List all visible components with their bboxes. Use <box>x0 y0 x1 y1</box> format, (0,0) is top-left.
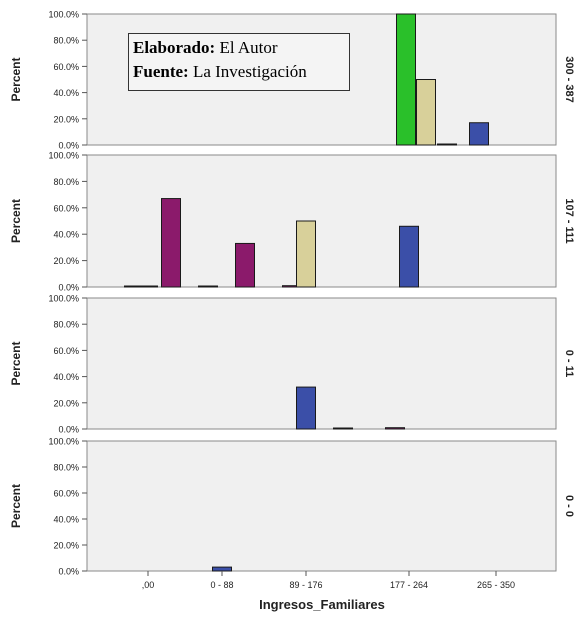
y-tick-label: 0.0% <box>58 283 79 293</box>
x-axis-label: Ingresos_Familiares <box>259 597 385 612</box>
y-tick-label: 40.0% <box>53 88 79 98</box>
bar-265350-s3 <box>469 122 489 146</box>
y-tick-label: 20.0% <box>53 114 79 124</box>
y-axis-label: Percent <box>9 484 23 528</box>
note-line-source: Fuente: La Investigación <box>133 60 345 84</box>
y-tick-label: 60.0% <box>53 62 79 72</box>
y-tick-label: 60.0% <box>53 346 79 356</box>
bar-088-s0 <box>235 242 255 288</box>
note-author-value: El Autor <box>219 38 278 57</box>
note-source-label: Fuente: <box>133 62 189 81</box>
y-tick-label: 60.0% <box>53 203 79 213</box>
bar-177264-s2 <box>416 79 436 146</box>
bar-177264-s3 <box>437 143 457 146</box>
panel-strip-label: 107 - 111 <box>563 198 574 243</box>
y-tick-label: 0.0% <box>58 567 79 577</box>
y-tick-label: 100.0% <box>48 294 79 304</box>
note-author-label: Elaborado: <box>133 38 216 57</box>
y-axis-label: Percent <box>9 57 23 101</box>
y-tick-label: 20.0% <box>53 256 79 266</box>
bar-088-s0 <box>198 285 218 288</box>
y-tick-label: 20.0% <box>53 541 79 551</box>
source-note: Elaborado: El Autor Fuente: La Investiga… <box>128 33 350 91</box>
bar-89176-s3 <box>296 386 316 430</box>
bar-00-s3 <box>138 285 158 288</box>
panel-background <box>86 297 557 430</box>
y-tick-label: 100.0% <box>48 437 79 447</box>
panel-strip-label: 300 - 387 <box>563 56 574 102</box>
panel-strip-label: 0 - 11 <box>563 350 574 378</box>
y-tick-label: 80.0% <box>53 36 79 46</box>
y-tick-label: 80.0% <box>53 320 79 330</box>
y-tick-label: 40.0% <box>53 515 79 525</box>
bar-177264-s1 <box>396 13 416 146</box>
x-tick-label: 265 - 350 <box>477 580 515 590</box>
bar-89176-s3 <box>333 427 353 430</box>
x-tick-label: ,00 <box>142 580 155 590</box>
y-axis-label: Percent <box>9 341 23 385</box>
bar-89176-s2 <box>296 220 316 288</box>
y-axis-label: Percent <box>9 199 23 243</box>
y-tick-label: 0.0% <box>58 425 79 435</box>
x-tick-label: 0 - 88 <box>210 580 233 590</box>
bar-00-s0 <box>161 198 181 288</box>
bar-088-s3 <box>212 566 232 572</box>
x-tick-label: 177 - 264 <box>390 580 428 590</box>
panel-background <box>86 154 557 288</box>
y-tick-label: 40.0% <box>53 372 79 382</box>
y-tick-label: 0.0% <box>58 141 79 151</box>
y-tick-label: 80.0% <box>53 177 79 187</box>
y-tick-label: 100.0% <box>48 10 79 20</box>
note-source-value: La Investigación <box>192 62 307 81</box>
bar-177264-s3 <box>399 225 419 288</box>
y-tick-label: 100.0% <box>48 151 79 161</box>
panel-strip-label: 0 - 0 <box>563 495 574 517</box>
y-tick-label: 40.0% <box>53 230 79 240</box>
y-tick-label: 60.0% <box>53 489 79 499</box>
note-line-author: Elaborado: El Autor <box>133 36 345 60</box>
panel-background <box>86 440 557 572</box>
y-tick-label: 80.0% <box>53 463 79 473</box>
y-tick-label: 20.0% <box>53 398 79 408</box>
x-tick-label: 89 - 176 <box>289 580 322 590</box>
bar-177264-s0 <box>385 427 405 430</box>
